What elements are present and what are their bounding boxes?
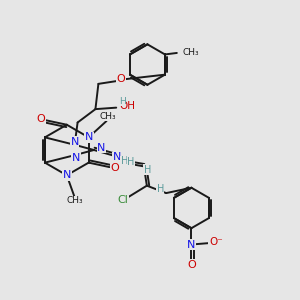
Text: N: N	[187, 239, 196, 250]
Text: OH: OH	[119, 101, 135, 111]
Text: N: N	[63, 170, 71, 180]
Text: CH₃: CH₃	[183, 49, 200, 58]
Text: CH₃: CH₃	[67, 196, 83, 205]
Text: N: N	[72, 153, 80, 163]
Text: H: H	[128, 157, 135, 167]
Text: O: O	[116, 74, 125, 84]
Text: H: H	[144, 165, 151, 175]
Text: N: N	[97, 142, 106, 153]
Text: O: O	[110, 163, 119, 173]
Text: O⁻: O⁻	[209, 237, 223, 247]
Text: H: H	[157, 184, 164, 194]
Text: N: N	[70, 137, 79, 147]
Text: N: N	[113, 152, 121, 162]
Text: H: H	[121, 156, 128, 166]
Text: N: N	[85, 132, 93, 142]
Text: O: O	[36, 114, 45, 124]
Text: H: H	[119, 97, 126, 106]
Text: O: O	[187, 260, 196, 270]
Text: Cl: Cl	[118, 195, 128, 205]
Text: CH₃: CH₃	[99, 112, 116, 121]
